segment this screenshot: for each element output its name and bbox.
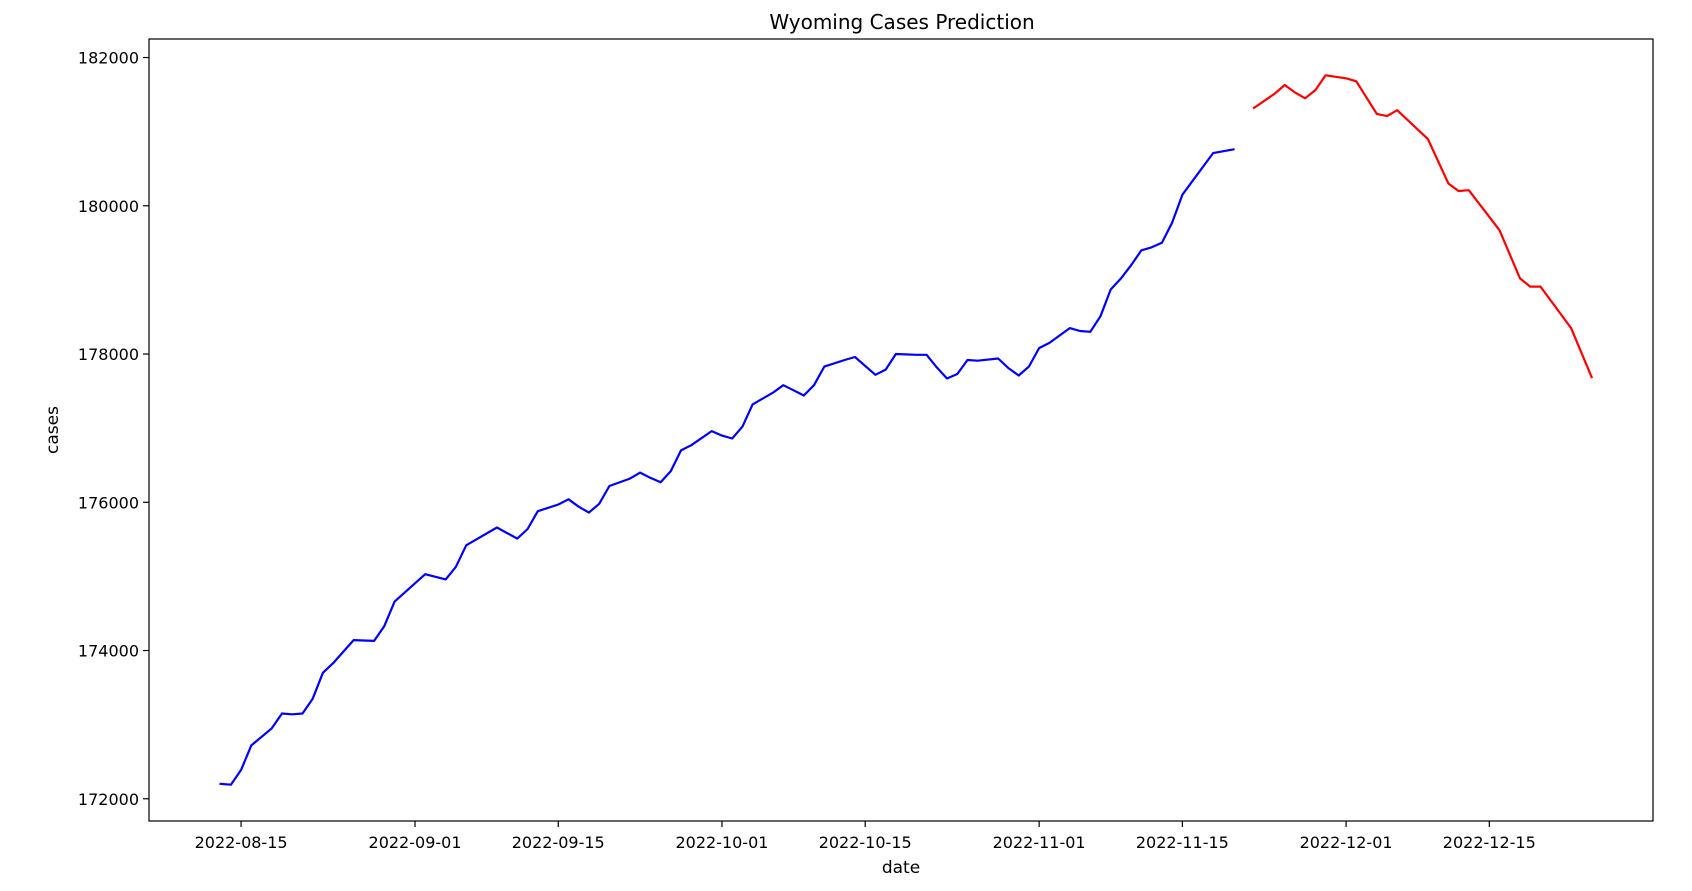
x-tick-label: 2022-12-15 xyxy=(1443,833,1536,852)
x-tick-label: 2022-10-15 xyxy=(819,833,912,852)
y-axis: 172000 174000 176000 178000 180000 182000 xyxy=(78,49,149,809)
x-tick-label: 2022-09-01 xyxy=(369,833,462,852)
x-tick-label: 2022-12-01 xyxy=(1300,833,1393,852)
x-axis: 2022-08-15 2022-09-01 2022-09-15 2022-10-01… xyxy=(195,821,1536,852)
series-line-actual xyxy=(219,148,1235,786)
y-axis-label: cases xyxy=(43,406,63,454)
chart-title: Wyoming Cases Prediction xyxy=(769,10,1034,34)
x-tick-label: 2022-09-15 xyxy=(512,833,605,852)
y-tick-label: 182000 xyxy=(78,49,139,68)
plot-area-frame xyxy=(148,38,1654,822)
x-tick-label: 2022-08-15 xyxy=(195,833,288,852)
series-line-predicted xyxy=(1252,74,1594,379)
x-tick-label: 2022-11-01 xyxy=(993,833,1086,852)
y-tick-label: 172000 xyxy=(78,790,139,809)
y-tick-label: 178000 xyxy=(78,345,139,364)
x-axis-label: date xyxy=(882,858,920,878)
y-tick-label: 180000 xyxy=(78,197,139,216)
x-tick-label: 2022-11-15 xyxy=(1136,833,1229,852)
series-layer xyxy=(219,74,1594,786)
x-tick-label: 2022-10-01 xyxy=(675,833,768,852)
y-tick-label: 176000 xyxy=(78,493,139,512)
y-tick-label: 174000 xyxy=(78,642,139,661)
